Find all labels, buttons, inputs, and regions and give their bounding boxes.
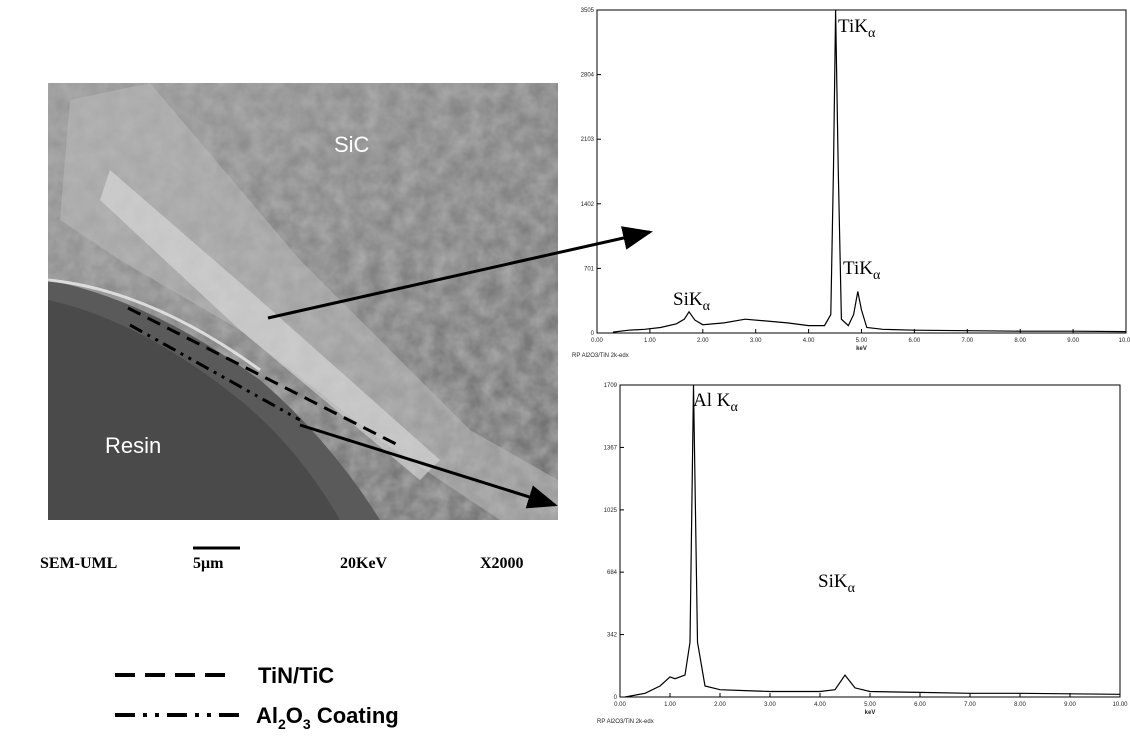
x-tick-label: 1.00: [664, 702, 676, 708]
legend-text: 3: [303, 716, 311, 732]
chart-caption: RP Al2O3/TiN 2k-edx: [597, 719, 654, 725]
x-axis-label: keV: [865, 710, 876, 716]
legend-text: 2: [278, 716, 286, 732]
spectrum-line: [625, 385, 1120, 697]
x-axis-label: keV: [856, 346, 867, 352]
x-tick-label: 0.00: [591, 338, 603, 344]
x-tick-label: 0.00: [614, 702, 626, 708]
legend: TiN/TiC Al2O3 Coating: [115, 663, 399, 732]
x-tick-label: 1.00: [644, 338, 656, 344]
x-tick-label: 5.00: [856, 338, 868, 344]
x-tick-label: 5.00: [864, 702, 876, 708]
x-tick-label: 8.00: [1014, 338, 1026, 344]
legend-text: Coating: [311, 703, 399, 728]
legend-label: TiN/TiC: [258, 663, 334, 688]
x-tick-label: 8.00: [1014, 702, 1026, 708]
peak-label-text: Al K: [693, 390, 731, 411]
y-tick-label: 1709: [604, 383, 618, 389]
peak-label: SiKα: [673, 289, 711, 314]
x-tick-label: 4.00: [814, 702, 826, 708]
peak-label-sub: α: [873, 268, 881, 283]
footer-text: SEM-UML: [40, 555, 117, 572]
y-tick-label: 2103: [581, 137, 595, 143]
x-tick-label: 7.00: [961, 338, 973, 344]
peak-label-text: TiK: [838, 16, 868, 37]
peak-label-text: SiK: [818, 571, 848, 592]
y-tick-label: 1367: [604, 445, 618, 451]
x-tick-label: 9.00: [1064, 702, 1076, 708]
legend-text: TiN/TiC: [258, 663, 334, 688]
y-tick-label: 2804: [581, 73, 595, 79]
x-tick-label: 9.00: [1067, 338, 1079, 344]
chart-caption: RP Al2O3/TiN 2k-edx: [572, 353, 629, 359]
peak-label-sub: α: [848, 581, 856, 596]
spectrum-line: [613, 10, 1126, 332]
y-tick-label: 1025: [604, 508, 618, 514]
peak-label: Al Kα: [693, 390, 738, 415]
x-tick-label: 2.00: [714, 702, 726, 708]
y-tick-label: 342: [607, 633, 618, 639]
x-tick-label: 3.00: [764, 702, 776, 708]
legend-text: Al: [256, 703, 278, 728]
peak-label-text: SiK: [673, 289, 703, 310]
peak-label: TiKα: [843, 258, 881, 283]
footer-text: X2000: [480, 555, 524, 572]
x-tick-label: 10.00: [1112, 702, 1128, 708]
figure: SiC Resin SEM-UML 5μm 20KeV X2000 TiN/Ti…: [0, 0, 1130, 736]
peak-label-text: TiK: [843, 258, 873, 279]
footer-text: 20KeV: [340, 555, 388, 572]
y-tick-label: 0: [614, 695, 618, 701]
legend-text: O: [286, 703, 303, 728]
plot-frame: [620, 385, 1120, 697]
spectrum-chart: 0 701 1402 2103 2804 3505 0.00 1.00 2.00 3.00 4.00…: [572, 8, 1130, 359]
y-tick-label: 0: [591, 331, 595, 337]
peak-label-sub: α: [868, 26, 876, 41]
x-tick-label: 7.00: [964, 702, 976, 708]
y-tick-label: 684: [607, 570, 618, 576]
sem-image: SiC Resin: [48, 83, 558, 520]
spectrum-chart: 0 342 684 1025 1367 1709 0.00 1.00 2.00 3.00 4.00 5…: [597, 383, 1128, 725]
y-tick-label: 3505: [581, 8, 595, 14]
peak-label: SiKα: [818, 571, 856, 596]
peak-label: TiKα: [838, 16, 876, 41]
x-tick-label: 6.00: [909, 338, 921, 344]
region-label: SiC: [334, 132, 370, 157]
y-tick-label: 701: [584, 266, 595, 272]
x-tick-label: 2.00: [697, 338, 709, 344]
footer-text: 5μm: [193, 555, 224, 572]
plot-frame: [597, 10, 1126, 333]
x-tick-label: 10.00: [1118, 338, 1130, 344]
y-tick-label: 1402: [581, 202, 595, 208]
region-label: Resin: [105, 433, 161, 458]
peak-label-sub: α: [703, 299, 711, 314]
peak-label-sub: α: [730, 400, 738, 415]
sem-footer: SEM-UML 5μm 20KeV X2000: [40, 548, 524, 572]
legend-label: Al2O3 Coating: [256, 703, 399, 732]
x-tick-label: 3.00: [750, 338, 762, 344]
x-tick-label: 4.00: [803, 338, 815, 344]
x-tick-label: 6.00: [914, 702, 926, 708]
